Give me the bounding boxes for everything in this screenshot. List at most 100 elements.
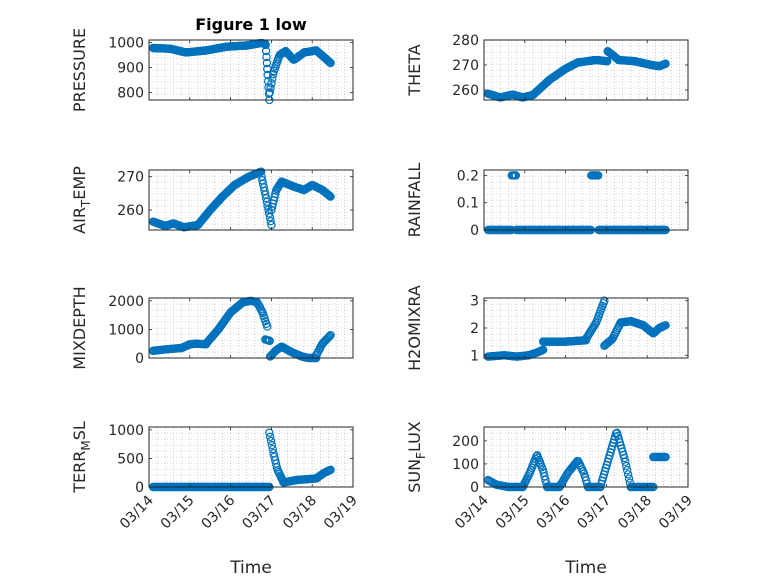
data-point bbox=[268, 444, 277, 454]
y-tick-label: 1 bbox=[470, 348, 479, 364]
x-axis-label: Time bbox=[229, 558, 272, 578]
subplot-row3-right: 1 2 3 H2OMIXRA bbox=[405, 285, 689, 371]
series-points bbox=[483, 171, 670, 235]
data-point bbox=[268, 70, 278, 79]
y-axis-label: MIXDEPTH bbox=[70, 286, 89, 369]
subplot-top-left: 800 900 1000 PRESSURE bbox=[70, 28, 354, 112]
x-tick-label: 03/17 bbox=[239, 493, 279, 533]
axes-box bbox=[483, 426, 689, 488]
subplot-row3-left: 0 1000 2000 MIXDEPTH bbox=[70, 286, 354, 370]
data-point bbox=[325, 191, 334, 201]
data-point bbox=[266, 436, 276, 446]
data-point bbox=[266, 83, 275, 93]
data-point bbox=[261, 46, 271, 56]
data-point bbox=[266, 432, 275, 442]
data-point bbox=[326, 192, 335, 201]
y-tick-label: 1000 bbox=[108, 423, 144, 439]
x-tick-label: 03/14 bbox=[452, 492, 492, 532]
y-tick-label: 800 bbox=[117, 86, 144, 102]
data-point bbox=[262, 58, 272, 68]
data-point bbox=[324, 332, 333, 342]
series-points bbox=[148, 38, 335, 105]
series-points bbox=[148, 296, 335, 363]
data-point bbox=[265, 88, 274, 97]
y-axis-label: AIRTEMP bbox=[70, 166, 93, 234]
series-points bbox=[483, 47, 670, 102]
data-point bbox=[323, 56, 333, 65]
data-point bbox=[622, 461, 631, 471]
data-point bbox=[600, 296, 609, 305]
y-tick-label: 0 bbox=[135, 351, 144, 367]
data-point bbox=[267, 79, 276, 88]
data-point bbox=[265, 428, 274, 437]
axes-box bbox=[483, 39, 689, 101]
data-point bbox=[326, 330, 335, 340]
y-tick-label: 1000 bbox=[108, 322, 144, 338]
y-tick-label: 260 bbox=[117, 203, 144, 219]
data-point bbox=[326, 58, 335, 68]
series-points bbox=[483, 428, 670, 492]
data-point bbox=[263, 322, 272, 331]
y-tick-label: 3 bbox=[470, 294, 479, 310]
subplot-bottom-left: 0 500 1000 03/14 03/15 03/16 03/17 03/18 03/19 TE… bbox=[70, 421, 361, 578]
axes-box bbox=[148, 169, 354, 231]
x-tick-label: 03/18 bbox=[280, 493, 320, 533]
y-tick-label: 500 bbox=[117, 451, 144, 467]
data-point bbox=[661, 452, 670, 462]
series-points bbox=[483, 296, 670, 361]
y-axis-label: SUNFLUX bbox=[405, 421, 428, 493]
data-point bbox=[622, 466, 632, 475]
data-point bbox=[603, 57, 612, 66]
y-tick-label: 100 bbox=[452, 457, 479, 473]
series-points bbox=[148, 428, 335, 492]
data-point bbox=[324, 191, 334, 200]
data-point bbox=[257, 167, 266, 176]
data-point bbox=[262, 52, 271, 62]
data-point bbox=[511, 171, 521, 180]
data-point bbox=[623, 470, 633, 479]
x-tick-label: 03/17 bbox=[574, 493, 614, 533]
y-tick-label: 2000 bbox=[108, 294, 144, 310]
y-tick-label: 0 bbox=[470, 480, 479, 496]
y-tick-label: 0.1 bbox=[457, 196, 479, 212]
data-point bbox=[264, 89, 274, 98]
subplot-bottom-right: 0 100 200 03/14 03/15 03/16 03/17 03/18 03/19 SUN… bbox=[405, 421, 696, 578]
data-point bbox=[661, 59, 670, 68]
y-tick-label: 270 bbox=[117, 170, 144, 186]
x-tick-label: 03/19 bbox=[656, 493, 696, 533]
data-point bbox=[621, 457, 630, 467]
data-point bbox=[594, 171, 603, 180]
data-point bbox=[620, 453, 629, 463]
axes-box bbox=[148, 297, 354, 359]
data-point bbox=[538, 345, 548, 355]
data-point bbox=[268, 74, 277, 84]
y-tick-label: 2 bbox=[470, 321, 479, 337]
series-points bbox=[148, 167, 335, 232]
data-point bbox=[261, 40, 270, 50]
data-point bbox=[266, 216, 275, 226]
x-tick-label: 03/15 bbox=[493, 493, 533, 533]
subplot-row2-left: 260 270 AIRTEMP bbox=[70, 166, 354, 234]
data-point bbox=[324, 57, 334, 66]
y-tick-label: 270 bbox=[452, 58, 479, 74]
subplot-top-right: 260 270 280 THETA bbox=[405, 33, 689, 102]
y-tick-label: 200 bbox=[452, 434, 479, 450]
y-tick-label: 900 bbox=[117, 61, 144, 77]
y-axis-label: THETA bbox=[405, 44, 424, 96]
x-tick-label: 03/16 bbox=[199, 492, 239, 532]
y-tick-label: 280 bbox=[452, 33, 479, 49]
data-point bbox=[325, 331, 334, 341]
data-point bbox=[323, 190, 333, 199]
data-point bbox=[265, 336, 274, 346]
y-axis-label: RAINFALL bbox=[405, 163, 424, 238]
y-tick-label: 0.2 bbox=[457, 168, 479, 184]
y-tick-label: 260 bbox=[452, 83, 479, 99]
y-axis-label: PRESSURE bbox=[70, 28, 89, 112]
axes-box bbox=[148, 426, 354, 488]
y-tick-label: 0 bbox=[135, 480, 144, 496]
axes-box bbox=[483, 169, 689, 231]
x-axis-label: Time bbox=[564, 558, 607, 578]
x-tick-label: 03/14 bbox=[117, 492, 157, 532]
y-tick-label: 1000 bbox=[108, 36, 144, 52]
